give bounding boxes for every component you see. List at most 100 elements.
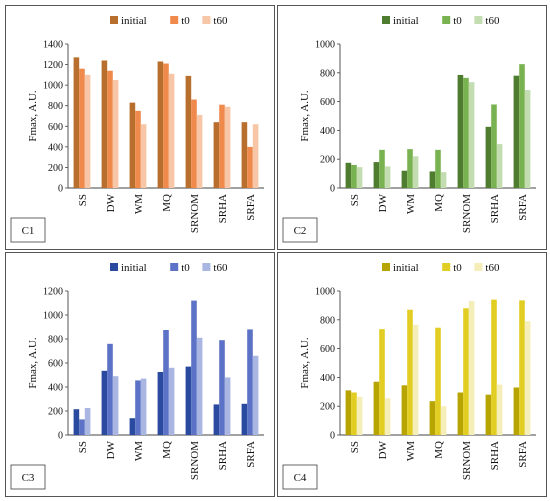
bar-c3-dw-initial: [101, 370, 108, 435]
bar-c3-ss-initial: [73, 409, 80, 435]
chart-panel-c2: initial t0 t60 0 200 400 600 800 1000 Fmax, A.U. S…: [277, 5, 547, 250]
bar-c2-srfa-t60: [524, 90, 531, 188]
bar-c1-ss-initial: [73, 57, 80, 188]
panel-label-box-c1: [10, 217, 46, 243]
legend-swatch-c2-initial: [382, 16, 390, 24]
x-tick-label-c1-srnom: SRNOM: [189, 194, 201, 233]
y-tick-label-c1-800: 800: [48, 101, 63, 112]
x-tick-label-c1-srha: SRHA: [217, 194, 229, 223]
x-tick-label-c1-dw: DW: [105, 193, 117, 212]
bar-c3-ss-t60: [84, 408, 91, 435]
legend-label-c4-t60: t60: [485, 262, 500, 274]
legend-swatch-c4-initial: [382, 263, 390, 271]
y-tick-label-c1-400: 400: [48, 142, 63, 153]
x-tick-label-c2-srnom: SRNOM: [461, 194, 473, 233]
legend-swatch-c1-t60: [202, 16, 211, 24]
bar-c3-srfa-initial: [241, 403, 248, 435]
bar-c4-dw-initial: [373, 381, 380, 435]
x-tick-label-c4-srnom: SRNOM: [461, 441, 473, 480]
bar-c2-mq-t60: [440, 172, 447, 188]
legend-c1: initial t0 t60: [110, 15, 228, 27]
bar-c4-ss-t0: [351, 392, 357, 435]
bar-c1-dw-initial: [101, 60, 108, 189]
legend-swatch-c3-t60: [202, 263, 211, 271]
bar-c2-srnom-initial: [457, 74, 464, 188]
bar-c4-srha-t0: [491, 299, 497, 435]
bar-c1-srha-t60: [224, 106, 231, 188]
y-tick-label-c4-1000: 1000: [315, 287, 335, 298]
bar-c2-srha-t0: [491, 104, 497, 188]
x-tick-label-c4-srha: SRHA: [489, 441, 501, 470]
bar-c4-srfa-initial: [513, 387, 520, 435]
bar-c4-dw-t0: [379, 329, 385, 435]
bar-c1-srha-initial: [213, 122, 220, 188]
legend-label-c3-t0: t0: [181, 262, 190, 274]
x-tick-label-c3-srha: SRHA: [217, 441, 229, 470]
bar-c1-wm-initial: [129, 102, 136, 188]
bar-c3-srnom-t60: [196, 337, 203, 435]
bar-c1-dw-t60: [112, 80, 119, 188]
legend-label-c4-t0: t0: [453, 262, 462, 274]
panel-label-c3: C3: [22, 472, 35, 484]
bar-c4-srnom-t0: [463, 308, 469, 435]
x-tick-label-c2-mq: MQ: [433, 194, 445, 212]
bar-c1-srfa-t0: [247, 146, 253, 188]
bar-c1-srnom-initial: [185, 75, 192, 188]
legend-c2: initial t0 t60: [382, 15, 500, 27]
legend-label-c1-t60: t60: [213, 15, 228, 27]
y-tick-label-c4-200: 200: [320, 402, 335, 413]
legend-c4: initial t0 t60: [382, 262, 500, 274]
bar-c3-mq-t0: [163, 330, 169, 435]
bar-c2-mq-t0: [435, 149, 441, 188]
y-tick-label-c1-1000: 1000: [43, 81, 63, 92]
bar-c1-srfa-initial: [241, 122, 248, 188]
bar-c3-srfa-t60: [252, 355, 259, 435]
x-tick-label-c3-mq: MQ: [161, 441, 173, 459]
bar-c2-ss-initial: [345, 162, 352, 188]
chart-svg-c1: initial t0 t60 0 200 400 600 800 1000 1200 1400 Fma…: [10, 15, 264, 243]
bar-c4-dw-t60: [384, 398, 391, 435]
panel-label-box-c4: [282, 464, 318, 490]
bar-c1-srfa-t60: [252, 124, 259, 188]
bar-c2-ss-t60: [356, 167, 363, 188]
bar-c4-ss-t60: [356, 396, 363, 435]
legend-label-c3-t60: t60: [213, 262, 228, 274]
bar-c4-wm-initial: [401, 385, 408, 435]
bar-c1-srnom-t0: [191, 99, 197, 188]
bar-c4-mq-t60: [440, 406, 447, 435]
legend-label-c3-initial: initial: [121, 262, 147, 274]
panel-label-c2: C2: [294, 225, 307, 237]
y-tick-label-c3-200: 200: [48, 407, 63, 418]
chart-panel-c1: initial t0 t60 0 200 400 600 800 1000 1200 1400 Fma…: [5, 5, 275, 250]
y-tick-label-c1-1400: 1400: [43, 40, 63, 51]
chart-svg-c3: initial t0 t60 0 200 400 600 800 1000 1200 Fmax, A…: [10, 262, 264, 490]
panel-label-c1: C1: [22, 225, 35, 237]
legend-swatch-c3-t0: [170, 263, 179, 271]
x-tick-label-c4-dw: DW: [377, 440, 389, 459]
bar-c3-srnom-t0: [191, 300, 197, 435]
bar-c2-dw-t0: [379, 149, 385, 188]
y-tick-label-c1-200: 200: [48, 163, 63, 174]
y-tick-label-c3-1000: 1000: [43, 311, 63, 322]
chart-svg-c4: initial t0 t60 0 200 400 600 800 1000 Fmax, A.U. S…: [282, 262, 536, 490]
bar-c1-mq-initial: [157, 61, 164, 188]
bar-c4-srha-initial: [485, 394, 492, 435]
y-tick-label-c2-800: 800: [320, 68, 335, 79]
legend-c3: initial t0 t60: [110, 262, 228, 274]
x-tick-label-c3-srnom: SRNOM: [189, 441, 201, 480]
y-tick-label-c3-400: 400: [48, 383, 63, 394]
chart-panel-c4: initial t0 t60 0 200 400 600 800 1000 Fmax, A.U. S…: [277, 252, 547, 497]
bar-c3-ss-t0: [79, 419, 85, 435]
y-tick-label-c4-0: 0: [330, 431, 335, 442]
legend-label-c2-t60: t60: [485, 15, 500, 27]
bar-c3-srfa-t0: [247, 329, 253, 435]
bar-c3-wm-t60: [140, 378, 147, 435]
y-tick-label-c3-600: 600: [48, 359, 63, 370]
y-tick-label-c4-400: 400: [320, 373, 335, 384]
bar-c2-ss-t0: [351, 164, 357, 188]
bar-c1-srha-t0: [219, 104, 225, 188]
bar-c3-srnom-initial: [185, 366, 192, 435]
x-tick-label-c1-ss: SS: [77, 194, 89, 206]
bar-c3-dw-t60: [112, 376, 119, 435]
legend-label-c2-t0: t0: [453, 15, 462, 27]
